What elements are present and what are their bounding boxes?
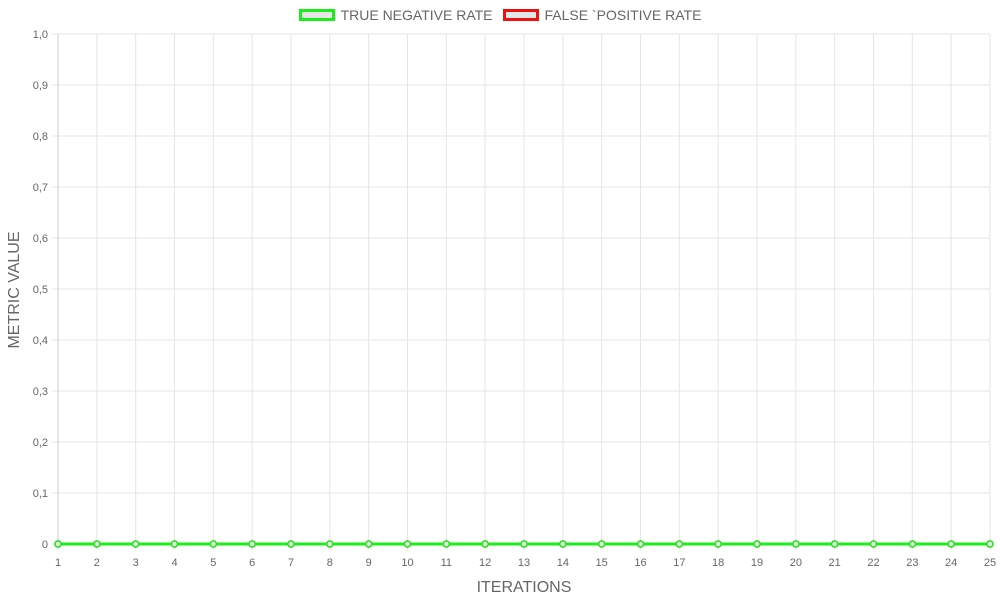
x-tick-label: 9: [366, 557, 372, 569]
x-tick-label: 5: [210, 557, 216, 569]
y-axis-title: METRIC VALUE: [6, 231, 23, 348]
data-point-true-negative-rate: [714, 540, 722, 548]
x-tick-label: 16: [634, 557, 646, 569]
data-point-true-negative-rate: [326, 540, 334, 548]
y-tick-label: 0,5: [33, 284, 48, 296]
data-point-true-negative-rate: [753, 540, 761, 548]
x-tick-label: 1: [55, 557, 61, 569]
data-point-true-negative-rate: [364, 540, 373, 548]
legend-label-false-positive-rate: FALSE `POSITIVE RATE: [544, 7, 702, 23]
x-tick-label: 2: [94, 557, 100, 569]
data-point-true-negative-rate: [636, 540, 645, 548]
data-point-true-negative-rate: [481, 540, 489, 548]
y-tick-label: 1,0: [33, 29, 48, 41]
x-tick-label: 14: [557, 557, 569, 569]
x-tick-label: 25: [984, 557, 996, 569]
y-tick-labels: 1,0 0,9 0,8 0,7 0,6 0,5 0,4 0,3 0,2 0,1 0: [33, 29, 48, 551]
y-tick-label: 0,1: [33, 488, 48, 500]
x-tick-label: 11: [441, 557, 452, 569]
data-point-true-negative-rate: [248, 540, 256, 548]
data-point-true-negative-rate: [403, 540, 412, 548]
data-point-true-negative-rate: [869, 540, 878, 548]
data-point-true-negative-rate: [947, 540, 955, 548]
data-point-true-negative-rate: [830, 540, 839, 548]
y-tick-label: 0,2: [33, 437, 48, 449]
x-tick-label: 3: [133, 557, 139, 569]
y-tick-label: 0,8: [33, 131, 48, 143]
data-point-true-negative-rate: [54, 540, 62, 548]
data-point-true-negative-rate: [442, 540, 451, 548]
legend-label-true-negative-rate: TRUE NEGATIVE RATE: [340, 7, 493, 23]
x-tick-label: 13: [518, 557, 530, 569]
x-tick-label: 22: [867, 557, 879, 569]
data-point-true-negative-rate: [675, 540, 684, 548]
x-tick-label: 20: [790, 557, 802, 569]
legend-item-false-positive-rate[interactable]: FALSE `POSITIVE RATE: [502, 7, 702, 23]
data-point-true-negative-rate: [93, 540, 101, 548]
x-tick-labels: 1 2 3 4 5 6 7 8 9 10 11 12 13 14 15 16 17 18 19 20 21 22 23 24 2…: [55, 557, 996, 569]
data-point-true-negative-rate: [792, 540, 800, 548]
y-tick-label: 0,6: [33, 233, 48, 245]
x-tick-label: 19: [751, 557, 763, 569]
legend-swatch-false-positive-rate: [502, 9, 539, 21]
legend-item-true-negative-rate[interactable]: TRUE NEGATIVE RATE: [298, 7, 493, 23]
x-tick-label: 15: [596, 557, 608, 569]
x-tick-label: 23: [906, 557, 918, 569]
data-point-true-negative-rate: [986, 540, 994, 548]
data-point-true-negative-rate: [520, 540, 528, 548]
series-lines: [54, 540, 994, 548]
data-point-true-negative-rate: [209, 540, 218, 548]
chart-legend: TRUE NEGATIVE RATE FALSE `POSITIVE RATE: [0, 7, 1000, 23]
data-point-true-negative-rate: [131, 540, 140, 548]
x-tick-label: 18: [712, 557, 724, 569]
x-tick-label: 24: [945, 557, 957, 569]
x-tick-label: 8: [327, 557, 333, 569]
x-tick-label: 7: [288, 557, 294, 569]
y-tick-label: 0: [42, 539, 48, 551]
x-tick-label: 12: [479, 557, 491, 569]
x-axis-title: ITERATIONS: [477, 579, 572, 596]
y-tick-label: 0,9: [33, 80, 48, 92]
x-tick-label: 17: [673, 557, 685, 569]
x-tick-label: 10: [401, 557, 413, 569]
data-point-true-negative-rate: [559, 540, 567, 548]
legend-swatch-true-negative-rate: [298, 9, 335, 21]
grid-lines: [52, 33, 991, 550]
x-tick-label: 6: [249, 557, 255, 569]
data-point-true-negative-rate: [597, 540, 606, 548]
y-tick-label: 0,3: [33, 386, 48, 398]
data-point-true-negative-rate: [170, 540, 179, 548]
x-tick-label: 4: [171, 557, 177, 569]
x-tick-label: 21: [829, 557, 841, 569]
data-point-true-negative-rate: [908, 540, 917, 548]
y-tick-label: 0,7: [33, 182, 48, 194]
data-point-true-negative-rate: [287, 540, 295, 548]
y-tick-label: 0,4: [33, 335, 48, 347]
